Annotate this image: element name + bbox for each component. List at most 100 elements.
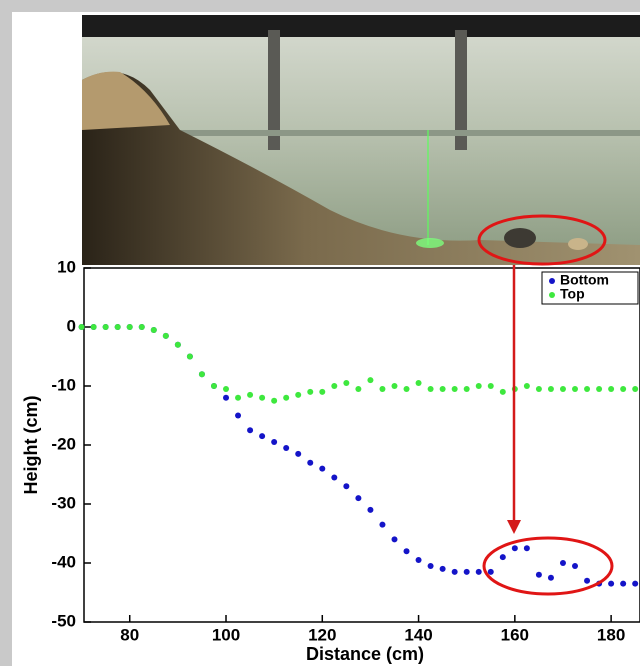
- data-point: [439, 565, 446, 572]
- data-point: [535, 571, 542, 578]
- data-point: [608, 580, 615, 587]
- data-point: [572, 385, 579, 392]
- data-point: [307, 459, 314, 466]
- data-point: [475, 383, 482, 389]
- data-point: [391, 536, 398, 543]
- data-point: [379, 385, 386, 392]
- x-tick-label: 180: [597, 625, 625, 644]
- data-point: [283, 444, 290, 451]
- x-tick-label: 80: [120, 625, 139, 644]
- data-point: [138, 324, 145, 330]
- data-point: [632, 385, 639, 392]
- data-point: [174, 341, 181, 348]
- data-point: [511, 545, 518, 552]
- x-tick-label: 140: [404, 625, 432, 644]
- data-point: [295, 450, 302, 457]
- data-point: [632, 580, 639, 587]
- annotations: [482, 265, 614, 596]
- y-tick-label: -20: [51, 434, 76, 453]
- data-point: [319, 465, 326, 472]
- legend-marker: [549, 278, 555, 284]
- y-tick-label: 0: [67, 316, 76, 335]
- data-point: [331, 474, 338, 481]
- data-point: [307, 388, 314, 395]
- data-point: [78, 324, 85, 330]
- data-point: [271, 439, 278, 446]
- data-point: [162, 332, 169, 339]
- data-point: [620, 385, 627, 392]
- legend-marker: [549, 292, 555, 298]
- data-point: [235, 412, 242, 419]
- data-point: [427, 562, 434, 569]
- data-point: [319, 388, 326, 395]
- y-tick-label: 10: [57, 257, 76, 276]
- y-axis-label: Height (cm): [21, 395, 41, 494]
- data-point: [584, 385, 591, 392]
- data-point: [572, 562, 579, 569]
- y-tick-label: -50: [51, 611, 76, 630]
- x-tick-label: 120: [308, 625, 336, 644]
- data-point: [439, 385, 446, 392]
- data-point: [499, 388, 506, 395]
- data-point: [102, 324, 109, 330]
- data-point: [223, 394, 230, 401]
- legend-label: Top: [560, 286, 585, 302]
- data-point: [355, 495, 362, 502]
- data-point: [559, 560, 566, 566]
- data-point: [126, 324, 133, 330]
- data-point: [223, 385, 230, 392]
- data-point: [487, 568, 494, 575]
- data-point: [427, 385, 434, 392]
- data-point: [499, 554, 506, 561]
- y-tick-label: -40: [51, 552, 76, 571]
- data-point: [331, 383, 338, 389]
- data-point: [186, 353, 193, 360]
- data-point: [463, 385, 470, 392]
- data-point: [150, 326, 157, 333]
- data-point: [451, 385, 458, 392]
- x-axis-label: Distance (cm): [306, 644, 424, 664]
- data-point: [379, 521, 386, 528]
- data-point: [210, 383, 217, 389]
- data-point: [596, 385, 603, 392]
- data-point: [235, 394, 242, 401]
- x-tick-label: 100: [212, 625, 240, 644]
- data-point: [463, 568, 470, 575]
- y-tick-label: -10: [51, 375, 76, 394]
- data-point: [608, 385, 615, 392]
- data-point: [559, 385, 566, 392]
- data-point: [367, 377, 374, 384]
- data-point: [415, 380, 422, 387]
- data-point: [620, 580, 627, 587]
- data-point: [343, 483, 350, 490]
- y-tick-label: -30: [51, 493, 76, 512]
- data-point: [535, 385, 542, 392]
- data-point: [90, 324, 97, 330]
- data-point: [271, 397, 278, 404]
- data-point: [355, 385, 362, 392]
- plot-area: [83, 267, 640, 623]
- data-point: [247, 391, 254, 398]
- data-point: [391, 383, 398, 389]
- data-point: [451, 568, 458, 575]
- data-point: [403, 385, 410, 392]
- legend-label: Bottom: [560, 272, 609, 288]
- data-point: [523, 545, 530, 552]
- data-point: [259, 394, 266, 401]
- data-point: [584, 577, 591, 584]
- data-point: [547, 385, 554, 392]
- data-point: [367, 506, 374, 513]
- x-tick-label: 160: [501, 625, 529, 644]
- data-point: [295, 391, 302, 398]
- data-point: [114, 324, 121, 330]
- photo: [82, 15, 640, 266]
- data-point: [487, 383, 494, 389]
- data-point: [283, 394, 290, 401]
- data-point: [259, 433, 266, 440]
- data-point: [475, 568, 482, 575]
- data-point: [547, 574, 554, 581]
- data-point: [343, 380, 350, 387]
- data-point: [523, 383, 530, 389]
